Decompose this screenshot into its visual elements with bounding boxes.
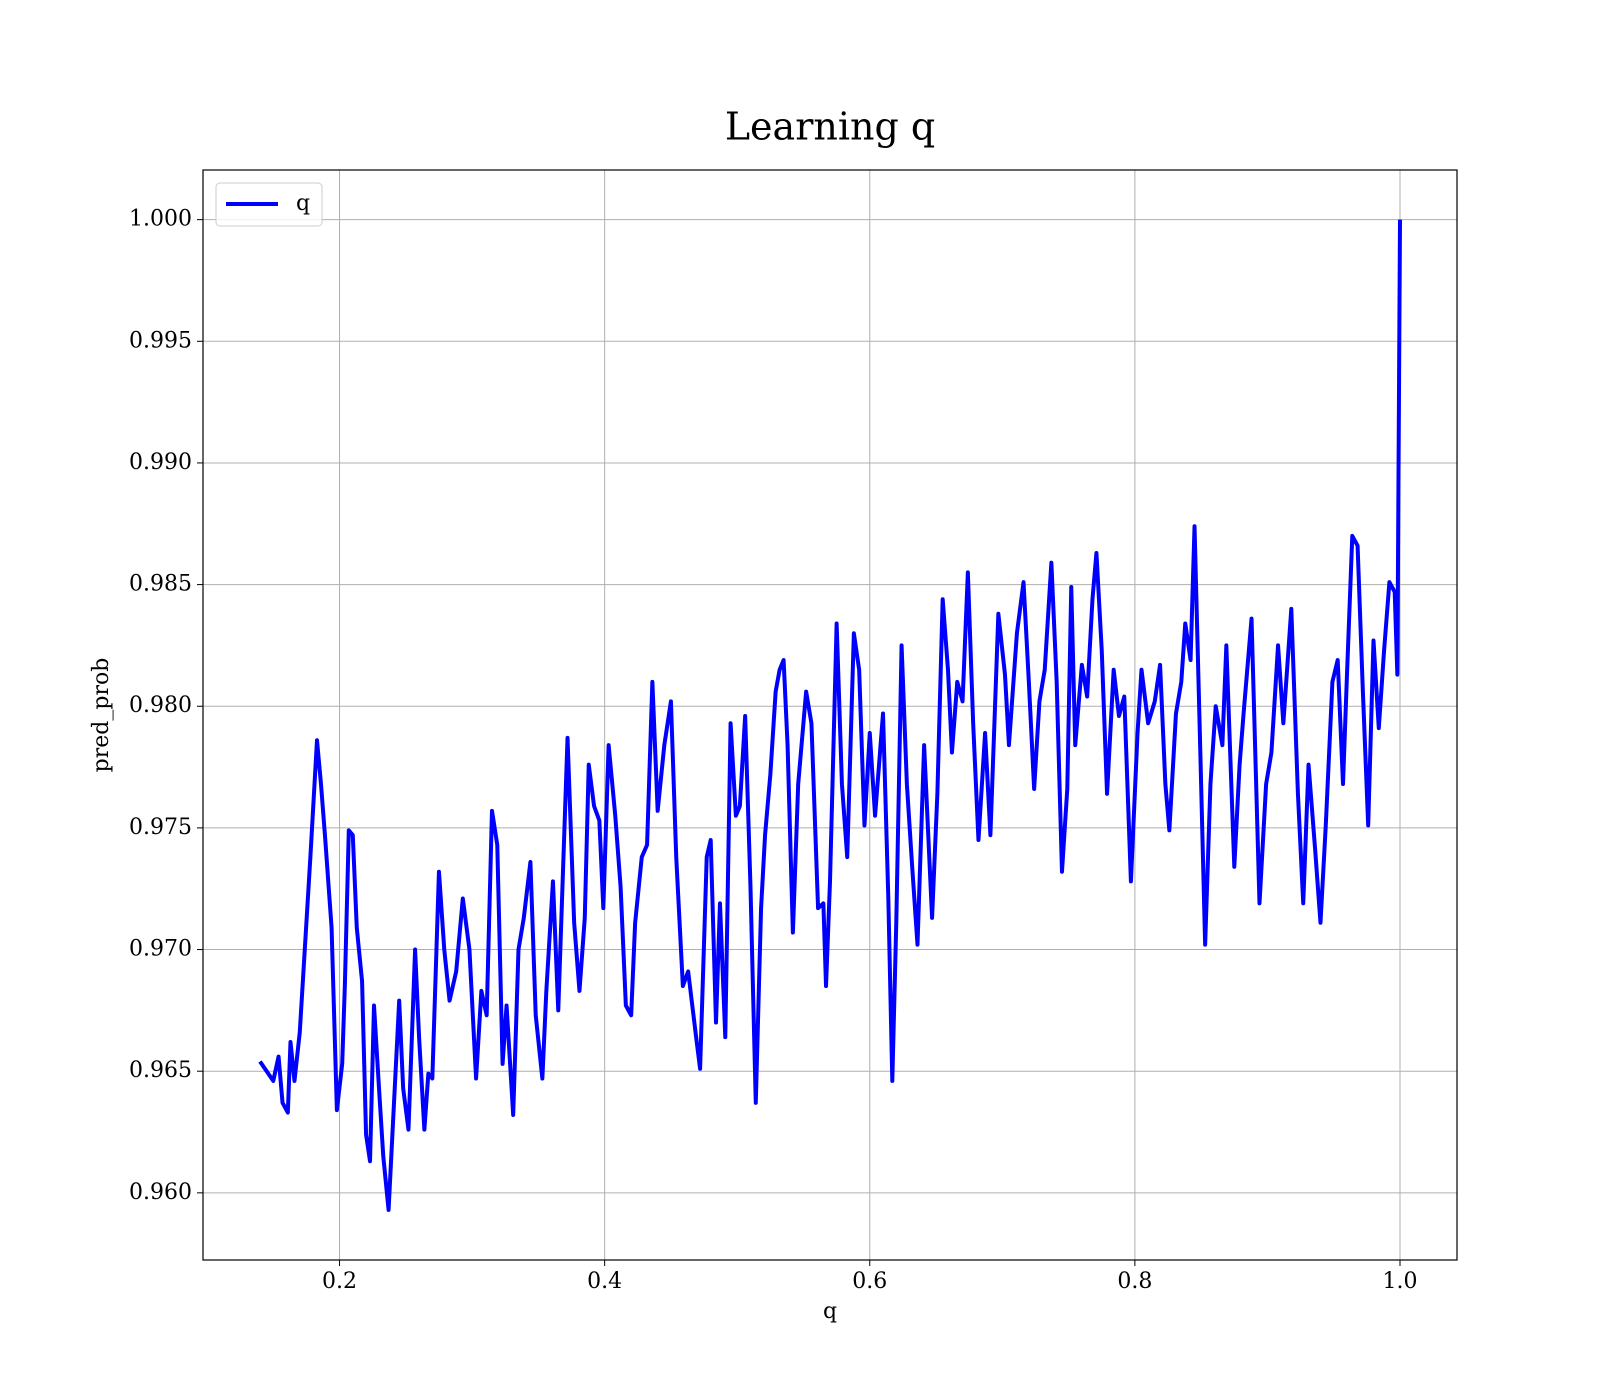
y-tick-label: 0.985 [129, 572, 192, 597]
x-axis-label: q [823, 1299, 837, 1324]
plot-frame [202, 169, 1458, 1261]
chart-title: Learning q [725, 105, 935, 149]
y-tick-label: 1.000 [129, 207, 192, 232]
y-axis-label: pred_prob [89, 658, 114, 773]
y-tick-label: 0.980 [129, 693, 192, 718]
x-tick-label: 0.4 [587, 1269, 622, 1294]
legend-label: q [296, 191, 310, 216]
x-tick-label: 0.6 [852, 1269, 887, 1294]
y-tick-label: 0.965 [129, 1058, 192, 1083]
x-tick-label: 0.8 [1117, 1269, 1152, 1294]
y-tick-label: 0.995 [129, 328, 192, 353]
y-tick-label: 0.990 [129, 450, 192, 475]
x-tick-label: 1.0 [1383, 1269, 1418, 1294]
y-tick-label: 0.970 [129, 937, 192, 962]
y-tick-label: 0.975 [129, 815, 192, 840]
data-line [258, 219, 1402, 1212]
x-tick-label: 0.2 [322, 1269, 357, 1294]
y-tick-label: 0.960 [129, 1180, 192, 1205]
